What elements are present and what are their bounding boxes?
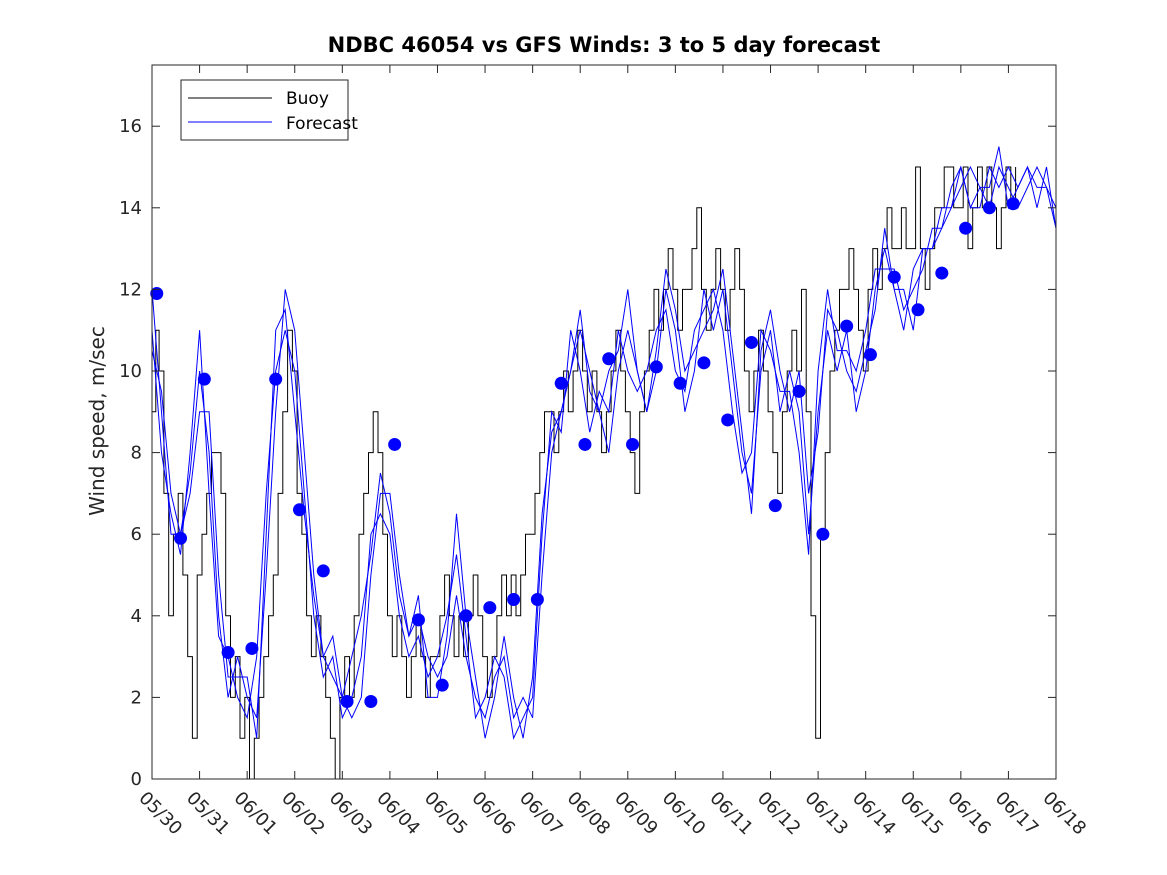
forecast-marker [340,694,354,708]
forecast-marker [530,592,544,606]
forecast-marker [292,503,306,517]
x-tick-label: 05/30 [134,788,186,840]
x-tick-label: 06/05 [420,788,472,840]
x-tick-label: 06/18 [1038,788,1090,840]
forecast-marker [1006,197,1020,211]
series-group [152,146,1056,779]
y-tick-label: 16 [119,116,142,137]
x-tick-label: 06/02 [277,788,329,840]
forecast-marker [649,360,663,374]
forecast-marker [554,376,568,390]
forecast-marker [388,437,402,451]
chart-title: NDBC 46054 vs GFS Winds: 3 to 5 day fore… [328,33,881,57]
legend-label-forecast: Forecast [286,114,358,134]
forecast-marker [768,499,782,513]
y-tick-label: 14 [119,198,142,219]
legend: Buoy Forecast [180,79,358,141]
y-axis-label: Wind speed, m/sec [85,326,109,516]
forecast-marker [816,527,830,541]
forecast-marker [697,356,711,370]
forecast-marker [602,352,616,366]
forecast-series-line [152,165,1056,720]
y-axis: 0 2 4 6 8 10 12 14 16 [119,116,1056,790]
forecast-marker [959,221,973,235]
plot-frame [151,64,1057,780]
forecast-marker [911,303,925,317]
forecast-series-line [152,146,1056,739]
x-tick-label: 06/06 [468,788,520,840]
x-tick-label: 06/03 [325,788,377,840]
y-tick-label: 12 [119,279,142,300]
x-tick-label: 06/15 [896,788,948,840]
y-tick-label: 10 [119,361,142,382]
x-tick-label: 06/12 [753,788,805,840]
forecast-marker [269,372,283,386]
forecast-marker [840,319,854,333]
y-tick-label: 2 [131,687,142,708]
forecast-marker [863,348,877,362]
forecast-marker [197,372,211,386]
legend-label-buoy: Buoy [286,89,329,109]
forecast-marker [982,201,996,215]
x-tick-label: 06/01 [230,788,282,840]
x-tick-label: 06/17 [991,788,1043,840]
x-tick-label: 06/14 [848,788,900,840]
forecast-marker [459,609,473,623]
forecast-marker [744,335,758,349]
x-tick-label: 06/09 [610,788,662,840]
forecast-marker [245,641,259,655]
forecast-marker [887,270,901,284]
legend-box [180,79,349,141]
y-tick-label: 0 [131,769,142,790]
x-axis: 05/3005/3106/0106/0206/0306/0406/0506/06… [134,65,1090,839]
forecast-marker [174,531,188,545]
forecast-marker [721,413,735,427]
buoy-series-line [152,166,1017,779]
x-tick-label: 06/16 [943,788,995,840]
forecast-marker [673,376,687,390]
x-tick-label: 06/07 [515,788,567,840]
forecast-marker [435,678,449,692]
forecast-marker [578,437,592,451]
forecast-marker [507,592,521,606]
forecast-marker [364,694,378,708]
x-tick-label: 06/10 [658,788,710,840]
y-tick-label: 8 [131,443,142,464]
forecast-series-line [152,165,1056,740]
x-tick-label: 06/13 [801,788,853,840]
x-tick-label: 06/04 [372,788,424,840]
forecast-marker [483,601,497,615]
forecast-marker [150,286,164,300]
y-tick-label: 6 [131,524,142,545]
forecast-marker [626,437,640,451]
forecast-marker [935,266,949,280]
forecast-marker [411,613,425,627]
forecast-markers [150,197,1020,708]
x-tick-label: 06/08 [563,788,615,840]
forecast-marker [792,384,806,398]
x-tick-label: 06/11 [705,788,757,840]
x-tick-label: 05/31 [182,788,234,840]
forecast-marker [316,564,330,578]
forecast-marker [221,646,235,660]
y-tick-label: 4 [131,606,142,627]
